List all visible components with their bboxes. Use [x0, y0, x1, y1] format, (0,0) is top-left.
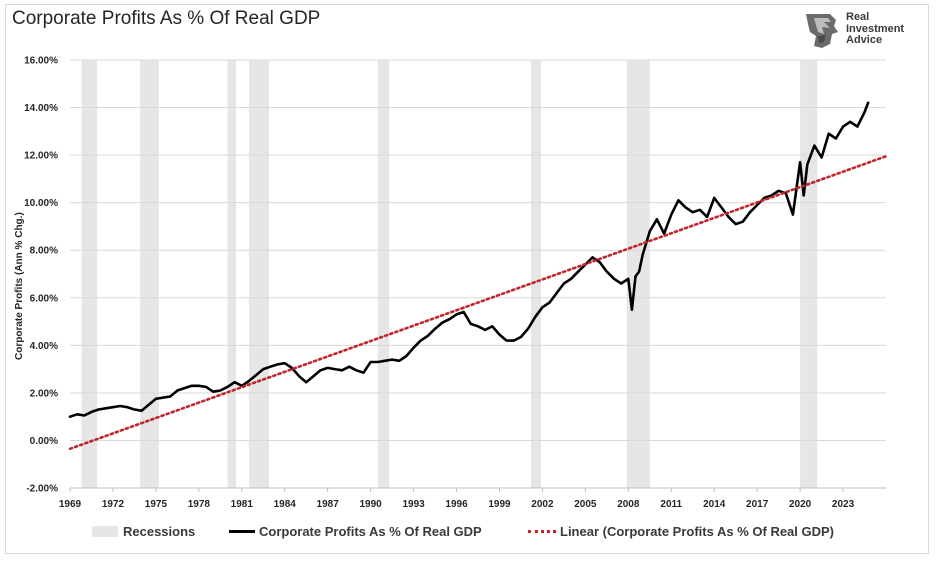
- series-line-linear-trend: [68, 155, 888, 451]
- x-tick-label: 1984: [274, 499, 297, 510]
- x-tick-label: 1969: [59, 499, 82, 510]
- legend-label-profits: Corporate Profits As % Of Real GDP: [259, 524, 482, 539]
- lion-head-logo-icon: [806, 14, 838, 48]
- x-tick-label: 2005: [574, 499, 597, 510]
- x-tick-label: 1990: [360, 499, 383, 510]
- recession-bands: [81, 60, 818, 488]
- x-tick-label: 2002: [531, 499, 554, 510]
- x-tick-label: 2023: [832, 499, 855, 510]
- x-tick-label: 2020: [789, 499, 812, 510]
- legend-swatch-recessions: [92, 526, 118, 537]
- legend-item-linear: Linear (Corporate Profits As % Of Real G…: [528, 524, 834, 539]
- x-tick-label: 2011: [660, 499, 682, 510]
- x-tick-label: 1972: [102, 499, 125, 510]
- legend-item-recessions: Recessions: [92, 524, 195, 539]
- chart-frame: [5, 4, 929, 554]
- y-tick-label: 10.00%: [24, 198, 58, 209]
- chart-title: Corporate Profits As % Of Real GDP: [12, 8, 321, 29]
- recession-band-5: [530, 60, 541, 488]
- recession-band-3: [248, 60, 269, 488]
- x-tick-label: 2014: [703, 499, 726, 510]
- y-axis-ticks: -2.00% 0.00% 2.00% 4.00% 6.00% 8.00% 10.00% 12.…: [24, 56, 58, 495]
- legend-label-linear: Linear (Corporate Profits As % Of Real G…: [560, 524, 835, 539]
- recession-band-1: [140, 60, 159, 488]
- x-tick-label: 1981: [231, 499, 254, 510]
- x-tick-label: 1999: [488, 499, 511, 510]
- legend-swatch-profits: [229, 530, 255, 533]
- x-axis-ticks: 1969 1972 1975 1978 1981 1984 1987 1990 1993 1996…: [59, 487, 886, 510]
- x-tick-label: 1996: [445, 499, 468, 510]
- y-tick-label: 0.00%: [30, 436, 58, 447]
- brand-logo: Real Investment Advice: [800, 10, 918, 50]
- y-tick-label: 16.00%: [24, 56, 58, 67]
- series-lines: [68, 101, 888, 451]
- recession-band-4: [377, 60, 390, 488]
- series-line-profits: [68, 101, 870, 419]
- recession-band-7: [800, 60, 818, 488]
- y-tick-label: 2.00%: [30, 388, 58, 399]
- recession-band-2: [227, 60, 237, 488]
- y-tick-label: 6.00%: [30, 293, 58, 304]
- x-tick-label: 2017: [746, 499, 769, 510]
- x-tick-label: 1978: [188, 499, 211, 510]
- legend-item-profits: Corporate Profits As % Of Real GDP: [229, 524, 482, 539]
- x-tick-label: 2008: [617, 499, 640, 510]
- brand-logo-text: Real Investment Advice: [846, 11, 905, 46]
- legend-label-recessions: Recessions: [123, 524, 196, 539]
- x-tick-label: 1987: [317, 499, 340, 510]
- y-tick-label: -2.00%: [26, 484, 58, 495]
- x-tick-label: 1975: [145, 499, 168, 510]
- y-tick-label: 4.00%: [30, 341, 58, 352]
- legend-swatch-linear: [528, 530, 556, 533]
- x-tick-label: 1993: [402, 499, 425, 510]
- y-tick-label: 12.00%: [24, 151, 58, 162]
- recession-band-0: [81, 60, 98, 488]
- y-tick-label: 8.00%: [30, 246, 58, 257]
- gridlines: [70, 59, 886, 489]
- y-tick-label: 14.00%: [24, 103, 58, 114]
